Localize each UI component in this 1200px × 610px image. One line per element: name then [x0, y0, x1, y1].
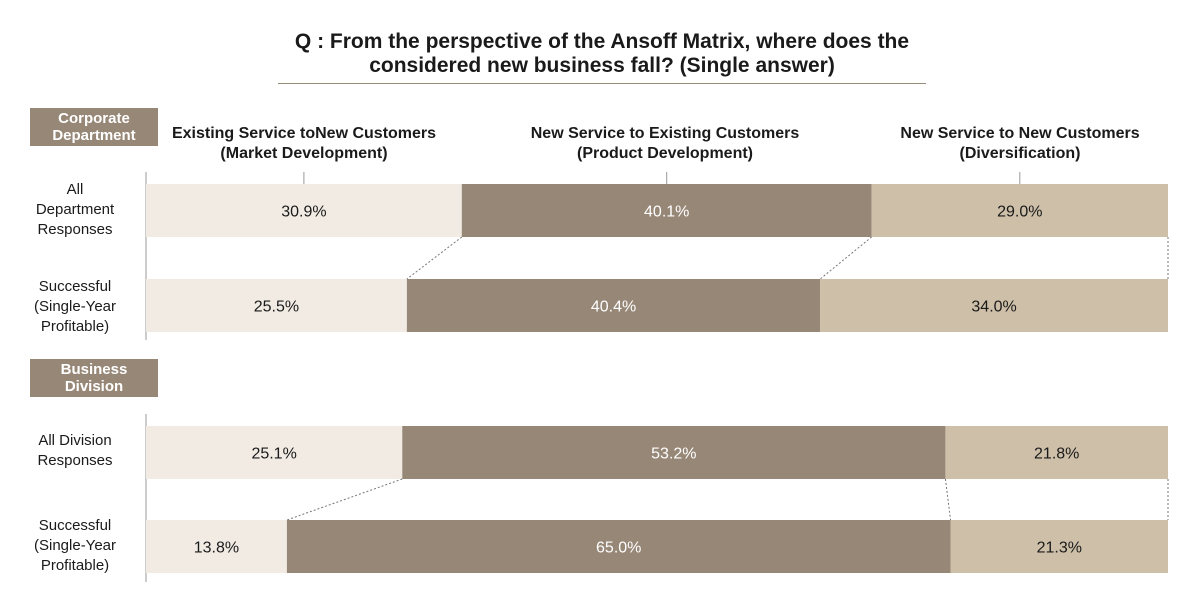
row-label-line: Successful: [38, 517, 112, 534]
header-product-development: New Service to Existing Customers (Produ…: [513, 124, 817, 164]
chart-title: Q : From the perspective of the Ansoff M…: [278, 30, 926, 78]
row-label-successful-department: Successful (Single-Year Profitable): [0, 277, 150, 337]
bar-segment-market-development: [146, 279, 407, 332]
bar-segment-product-development: [402, 426, 946, 479]
bar-segment-market-development: [146, 520, 287, 573]
header-line-1: New Service to Existing Customers: [530, 125, 800, 142]
data-label-market-development: 30.9%: [281, 204, 326, 221]
data-label-product-development: 53.2%: [651, 446, 696, 463]
row-label-line: Profitable): [40, 557, 110, 574]
header-line-2: (Diversification): [959, 145, 1081, 162]
data-label-diversification: 21.8%: [1034, 446, 1079, 463]
data-label-product-development: 65.0%: [596, 540, 641, 557]
connector-line: [286, 478, 403, 521]
bar-segment-diversification: [820, 279, 1168, 332]
data-label-market-development: 25.5%: [254, 299, 299, 316]
data-label-market-development: 13.8%: [194, 540, 239, 557]
header-line-2: (Product Development): [576, 145, 753, 162]
connector-line: [944, 478, 952, 521]
data-label-diversification: 29.0%: [997, 204, 1042, 221]
section-label-line-1: Corporate: [58, 110, 130, 127]
row-label-line: (Single-Year: [34, 537, 116, 554]
section-label-line-1: Business: [60, 361, 128, 378]
bar-segment-market-development: [146, 184, 462, 237]
row-label-line: All: [66, 181, 84, 198]
header-diversification: New Service to New Customers (Diversific…: [880, 124, 1160, 164]
data-label-diversification: 34.0%: [971, 299, 1016, 316]
bar-segment-product-development: [406, 279, 821, 332]
row-label-successful-division: Successful (Single-Year Profitable): [0, 516, 150, 576]
row-label-line: Successful: [38, 278, 112, 295]
row-label-line: Department: [35, 201, 115, 218]
header-line-1: Existing Service toNew Customers: [171, 125, 437, 142]
row-label-all-division-responses: All Division Responses: [0, 431, 150, 471]
row-label-line: (Single-Year: [34, 298, 116, 315]
header-market-development: Existing Service toNew Customers (Market…: [154, 124, 454, 164]
section-label-line-2: Department: [52, 127, 136, 144]
section-label-business-division: Business Division: [30, 359, 158, 397]
header-line-2: (Market Development): [220, 145, 388, 162]
bar-segment-product-development: [286, 520, 951, 573]
bar-segment-diversification: [945, 426, 1168, 479]
title-underline: [278, 83, 926, 84]
data-label-product-development: 40.1%: [644, 204, 689, 221]
row-label-line: All Division: [38, 432, 112, 449]
bar-segment-market-development: [146, 426, 403, 479]
row-label-all-department-responses: All Department Responses: [0, 180, 150, 240]
section-label-line-2: Division: [64, 378, 124, 395]
row-label-line: Responses: [37, 221, 113, 238]
row-label-line: Responses: [37, 452, 113, 469]
data-label-diversification: 21.3%: [1037, 540, 1082, 557]
chart-title-line-2: considered new business fall? (Single an…: [369, 54, 835, 77]
bar-segment-diversification: [871, 184, 1168, 237]
bar-segment-product-development: [461, 184, 872, 237]
connector-line: [406, 236, 463, 280]
data-label-market-development: 25.1%: [251, 446, 296, 463]
data-label-product-development: 40.4%: [591, 299, 636, 316]
row-label-line: Profitable): [40, 318, 110, 335]
connector-line: [819, 236, 872, 280]
header-line-1: New Service to New Customers: [900, 125, 1140, 142]
bar-segment-diversification: [950, 520, 1168, 573]
section-label-corporate-department: Corporate Department: [30, 108, 158, 146]
chart-title-line-1: Q : From the perspective of the Ansoff M…: [294, 30, 910, 53]
